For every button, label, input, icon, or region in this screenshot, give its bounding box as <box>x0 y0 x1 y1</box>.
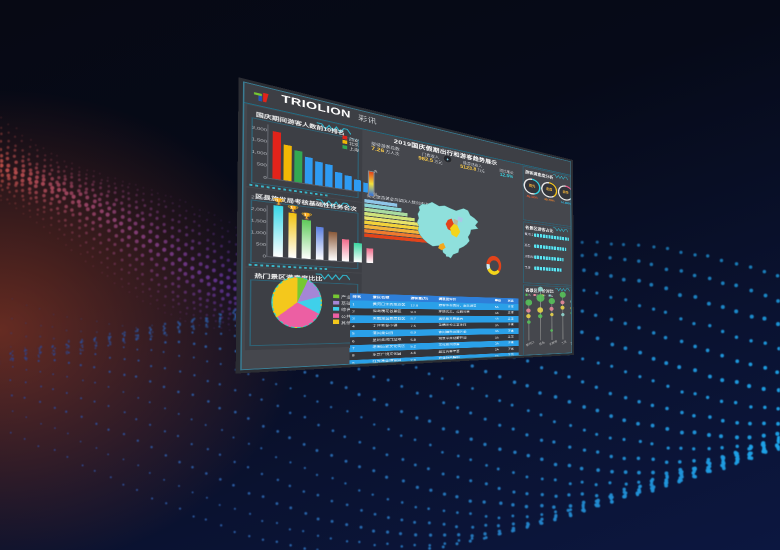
svg-text:♦: ♦ <box>446 157 448 162</box>
